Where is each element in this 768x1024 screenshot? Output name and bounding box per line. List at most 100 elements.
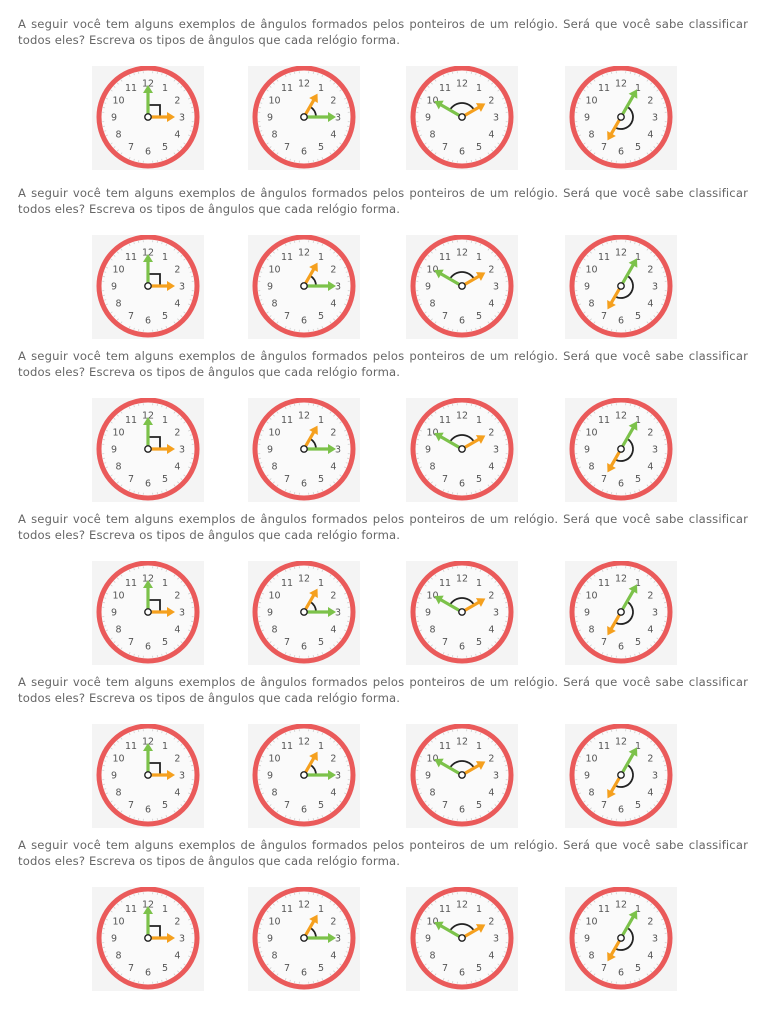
clock-center-pivot <box>458 934 466 942</box>
tick-mark <box>113 85 116 88</box>
tick-mark <box>180 804 183 807</box>
hour-hand-arrowhead <box>607 462 616 473</box>
tick-mark <box>430 82 433 85</box>
tick-mark <box>475 158 477 161</box>
tick-mark <box>430 970 433 973</box>
tick-mark <box>339 474 342 477</box>
tick-mark <box>177 481 180 484</box>
clock-number-2: 2 <box>174 265 180 276</box>
tick-mark <box>646 484 649 487</box>
clock-number-3: 3 <box>335 771 341 782</box>
clock-number-4: 4 <box>330 625 336 636</box>
tick-mark <box>289 405 291 408</box>
tick-mark <box>586 85 589 88</box>
tick-mark <box>497 89 500 92</box>
tick-mark <box>110 474 113 477</box>
tick-mark <box>345 462 348 464</box>
minute-hand <box>619 750 636 777</box>
clock-number-3: 3 <box>493 934 499 945</box>
clock-number-3: 3 <box>652 771 658 782</box>
tick-mark <box>133 653 135 656</box>
tick-mark <box>189 625 192 627</box>
tick-mark <box>272 577 275 580</box>
tick-mark <box>475 894 477 897</box>
tick-mark <box>333 481 336 484</box>
clock-number-2: 2 <box>488 754 494 765</box>
angle-arc-marker <box>449 597 475 606</box>
tick-mark <box>494 315 497 318</box>
tick-mark <box>261 266 264 269</box>
tick-mark <box>606 816 608 819</box>
tick-mark <box>333 82 336 85</box>
tick-mark <box>434 647 437 650</box>
tick-mark <box>601 243 604 246</box>
tick-mark <box>321 157 324 160</box>
clock-number-7: 7 <box>284 963 290 974</box>
tick-mark <box>289 653 291 656</box>
tick-mark <box>120 152 123 155</box>
tick-mark <box>113 641 116 644</box>
clock-number-2: 2 <box>488 265 494 276</box>
tick-mark <box>606 731 608 734</box>
tick-mark <box>661 755 664 758</box>
tick-mark <box>105 918 108 921</box>
tick-mark <box>345 299 348 301</box>
tick-mark <box>321 978 324 981</box>
clock-center-pivot <box>617 934 625 942</box>
minute-hand <box>619 261 636 288</box>
minute-hand-arrowhead <box>143 254 153 262</box>
tick-mark <box>442 157 445 160</box>
clock-number-4: 4 <box>488 462 494 473</box>
tick-mark <box>497 910 500 913</box>
clock-number-7: 7 <box>284 800 290 811</box>
hour-hand-arrowhead <box>475 103 486 112</box>
tick-mark <box>578 429 581 432</box>
clock-number-12: 12 <box>456 900 468 911</box>
tick-mark <box>104 271 107 273</box>
tick-mark <box>333 644 336 647</box>
tick-mark <box>497 311 500 314</box>
tick-mark <box>646 321 649 324</box>
tick-mark <box>586 417 589 420</box>
clock-number-1: 1 <box>318 904 324 915</box>
hour-hand-arrowhead <box>167 933 175 943</box>
tick-mark <box>578 755 581 758</box>
tick-mark <box>128 406 131 409</box>
tick-mark <box>177 807 180 810</box>
tick-mark <box>289 894 291 897</box>
tick-mark <box>583 584 586 587</box>
clock-straight-angle: 12 1 2 3 4 5 6 7 8 9 10 11 <box>565 398 677 502</box>
tick-mark <box>601 895 604 898</box>
tick-mark <box>497 421 500 424</box>
tick-mark <box>161 73 163 76</box>
tick-mark <box>188 792 191 795</box>
clock-number-8: 8 <box>589 130 595 141</box>
tick-mark <box>487 321 490 324</box>
clock-number-1: 1 <box>635 252 641 263</box>
clock-number-10: 10 <box>269 96 281 107</box>
clock-number-10: 10 <box>113 591 125 602</box>
tick-mark <box>503 760 506 762</box>
clock-number-7: 7 <box>601 800 607 811</box>
clock-number-12: 12 <box>142 248 154 259</box>
tick-mark <box>447 653 449 656</box>
tick-mark <box>491 318 494 321</box>
clock-center-pivot <box>144 934 152 942</box>
tick-mark <box>634 816 636 819</box>
tick-mark <box>479 652 482 655</box>
clock-number-8: 8 <box>430 788 436 799</box>
tick-mark <box>276 810 279 813</box>
tick-mark <box>336 85 339 88</box>
tick-mark <box>487 737 490 740</box>
tick-mark <box>284 895 287 898</box>
tick-mark <box>656 142 659 145</box>
tick-mark <box>180 254 183 257</box>
tick-mark <box>487 411 490 414</box>
clock-number-9: 9 <box>425 771 431 782</box>
tick-mark <box>583 637 586 640</box>
tick-mark <box>662 597 665 599</box>
tick-mark <box>189 597 192 599</box>
tick-mark <box>188 592 191 595</box>
